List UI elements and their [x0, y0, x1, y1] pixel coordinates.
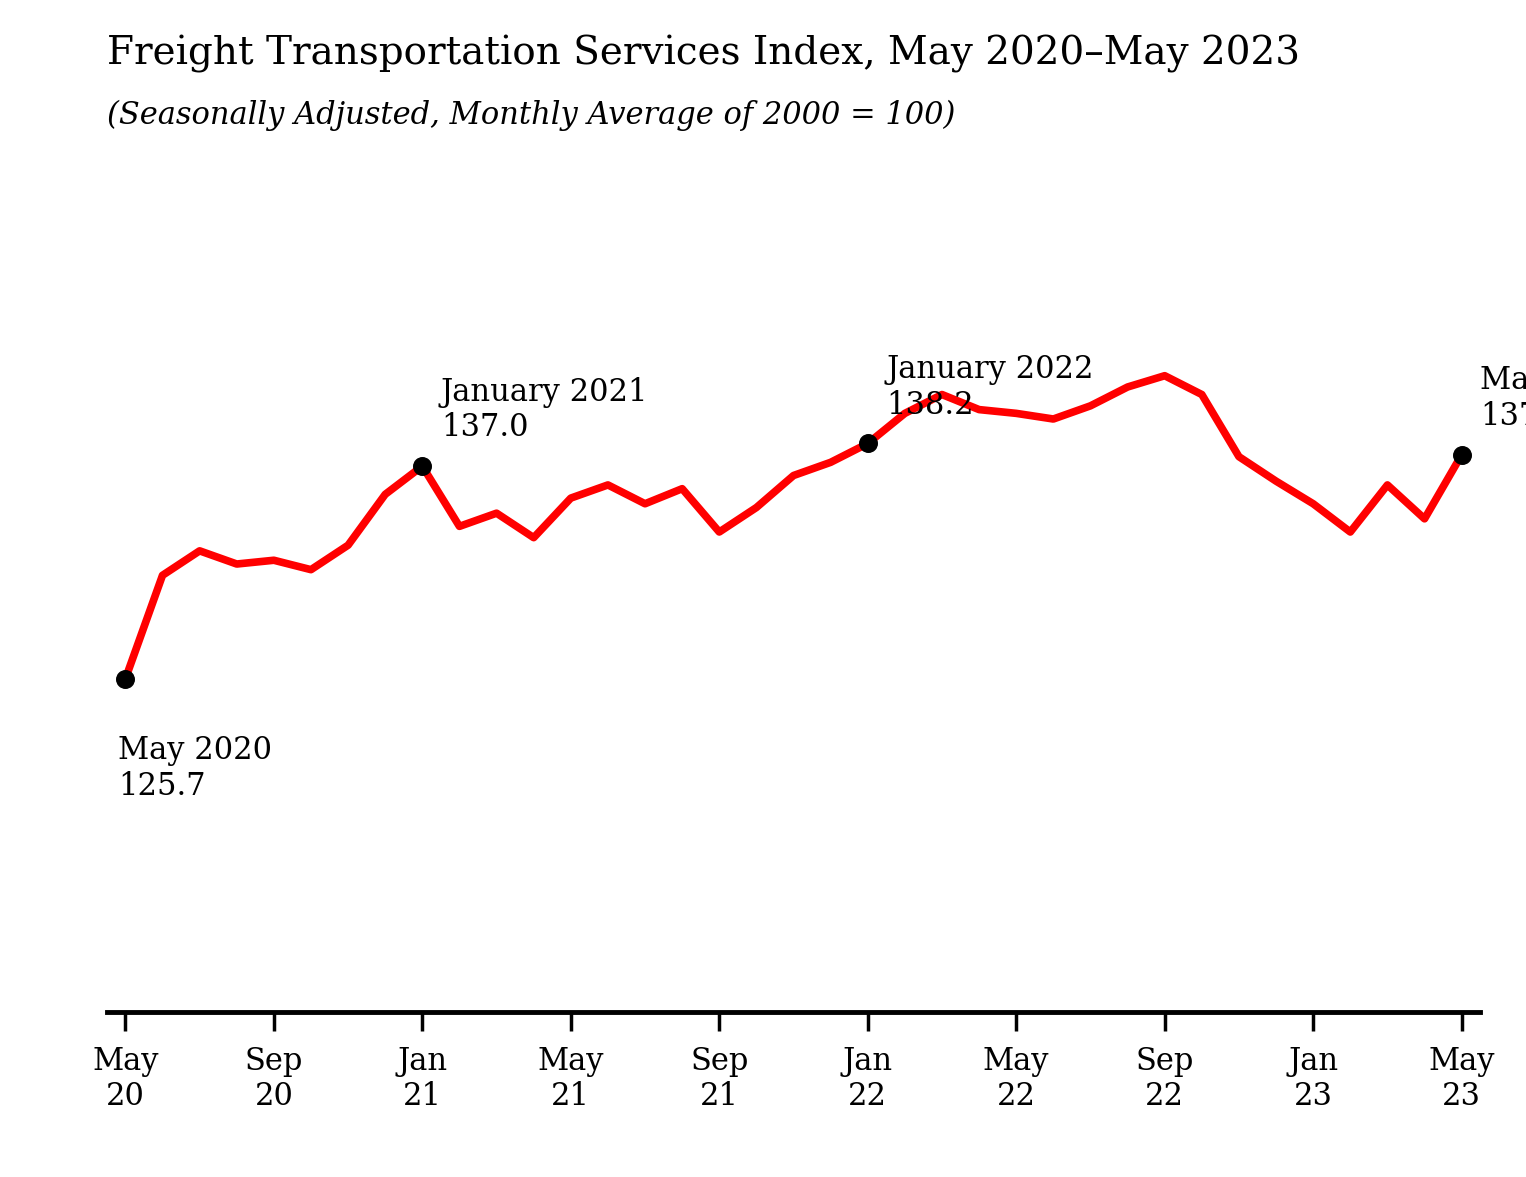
Text: Freight Transportation Services Index, May 2020–May 2023: Freight Transportation Services Index, M… — [107, 35, 1300, 73]
Point — [410, 457, 435, 476]
Text: (Seasonally Adjusted, Monthly Average of 2000 = 100): (Seasonally Adjusted, Monthly Average of… — [107, 100, 955, 132]
Text: January 2021
137.0: January 2021 137.0 — [441, 377, 649, 444]
Point — [113, 670, 137, 689]
Point — [1450, 445, 1474, 464]
Text: January 2022
138.2: January 2022 138.2 — [887, 354, 1094, 421]
Text: May 2020
125.7: May 2020 125.7 — [118, 736, 272, 803]
Text: May 2023
137.6: May 2023 137.6 — [1480, 365, 1526, 432]
Point — [856, 434, 881, 453]
